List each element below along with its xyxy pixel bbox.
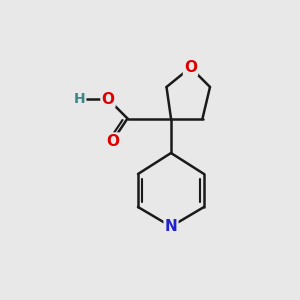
Text: N: N — [165, 219, 177, 234]
Text: H: H — [74, 92, 85, 106]
Text: O: O — [184, 60, 197, 75]
Text: O: O — [106, 134, 119, 148]
Text: O: O — [101, 92, 115, 106]
